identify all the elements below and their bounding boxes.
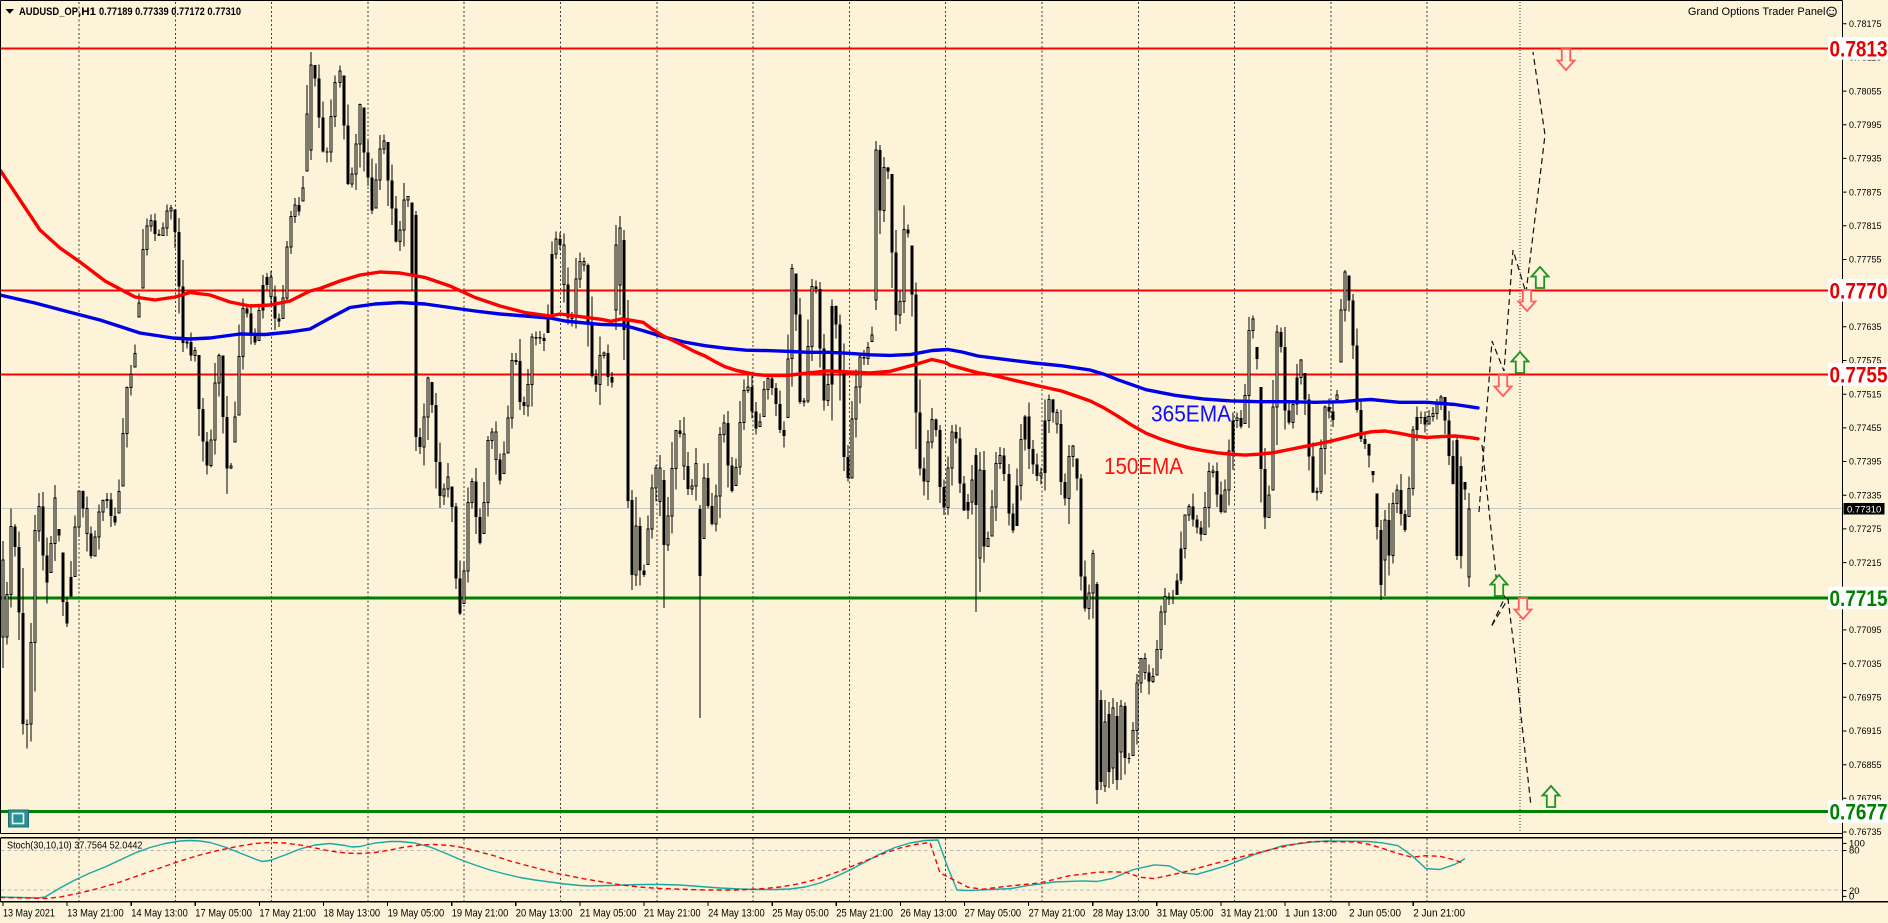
svg-text:27 May 21:00: 27 May 21:00 <box>1029 908 1086 920</box>
svg-text:17 May 21:00: 17 May 21:00 <box>259 908 316 920</box>
svg-text:31 May 05:00: 31 May 05:00 <box>1157 908 1214 920</box>
svg-text:0.7770: 0.7770 <box>1830 278 1888 303</box>
svg-text:1 Jun 13:00: 1 Jun 13:00 <box>1285 908 1337 920</box>
svg-text:,H1: ,H1 <box>78 6 96 18</box>
svg-text:0.77035: 0.77035 <box>1849 659 1882 669</box>
svg-text:0.77875: 0.77875 <box>1849 187 1882 197</box>
svg-text:20 May 13:00: 20 May 13:00 <box>516 908 573 920</box>
svg-text:0.77095: 0.77095 <box>1849 625 1882 635</box>
svg-text:13 May 2021: 13 May 2021 <box>3 908 55 920</box>
svg-text:0.77995: 0.77995 <box>1849 120 1882 130</box>
svg-text:0.77455: 0.77455 <box>1849 423 1882 433</box>
svg-text:0.78055: 0.78055 <box>1849 86 1882 96</box>
svg-text:19 May 05:00: 19 May 05:00 <box>388 908 445 920</box>
svg-text:25 May 05:00: 25 May 05:00 <box>772 908 829 920</box>
svg-text:0.78175: 0.78175 <box>1849 19 1882 29</box>
svg-text:14 May 13:00: 14 May 13:00 <box>131 908 188 920</box>
svg-text:0.7715: 0.7715 <box>1830 586 1888 611</box>
svg-text:0.77189 0.77339 0.77172 0.7731: 0.77189 0.77339 0.77172 0.77310 <box>99 6 241 18</box>
svg-text:13 May 21:00: 13 May 21:00 <box>67 908 124 920</box>
svg-text:0.77275: 0.77275 <box>1849 524 1882 534</box>
svg-text:28 May 13:00: 28 May 13:00 <box>1093 908 1150 920</box>
svg-text:21 May 21:00: 21 May 21:00 <box>644 908 701 920</box>
svg-text:0.7755: 0.7755 <box>1830 363 1888 388</box>
svg-text:0.77215: 0.77215 <box>1849 558 1882 568</box>
svg-text:31 May 21:00: 31 May 21:00 <box>1221 908 1278 920</box>
svg-text:0.77755: 0.77755 <box>1849 255 1882 265</box>
svg-text:0.77935: 0.77935 <box>1849 154 1882 164</box>
svg-text:150EMA: 150EMA <box>1104 453 1184 479</box>
svg-text:0.7813: 0.7813 <box>1830 37 1888 62</box>
svg-text:0.77335: 0.77335 <box>1849 490 1882 500</box>
svg-text:27 May 05:00: 27 May 05:00 <box>965 908 1022 920</box>
svg-text:0: 0 <box>1849 892 1854 903</box>
svg-text:Stoch(30,10,10) 37.7564 52.044: Stoch(30,10,10) 37.7564 52.0442 <box>7 840 143 852</box>
svg-text:0.77310: 0.77310 <box>1847 504 1881 515</box>
svg-text:0.77395: 0.77395 <box>1849 457 1882 467</box>
svg-text:0.76795: 0.76795 <box>1849 794 1882 804</box>
svg-text:17 May 05:00: 17 May 05:00 <box>195 908 252 920</box>
svg-text:25 May 21:00: 25 May 21:00 <box>836 908 893 920</box>
svg-text:21 May 05:00: 21 May 05:00 <box>580 908 637 920</box>
svg-text:Grand Options Trader Panel: Grand Options Trader Panel <box>1688 6 1826 18</box>
svg-text:0.76975: 0.76975 <box>1849 693 1882 703</box>
svg-text:26 May 13:00: 26 May 13:00 <box>900 908 957 920</box>
svg-text:0.7677: 0.7677 <box>1830 800 1888 825</box>
svg-text:2 Jun 05:00: 2 Jun 05:00 <box>1349 908 1401 920</box>
svg-text:AUDUSD_OP: AUDUSD_OP <box>19 6 78 18</box>
svg-text:365EMA: 365EMA <box>1151 401 1232 427</box>
svg-text:80: 80 <box>1849 846 1860 857</box>
svg-text:0.76915: 0.76915 <box>1849 726 1882 736</box>
svg-text:0.77575: 0.77575 <box>1849 356 1882 366</box>
svg-text:0.76735: 0.76735 <box>1849 827 1882 837</box>
svg-text:19 May 21:00: 19 May 21:00 <box>452 908 509 920</box>
svg-text:0.77635: 0.77635 <box>1849 322 1882 332</box>
svg-text:100: 100 <box>1849 839 1865 850</box>
svg-text:0.77815: 0.77815 <box>1849 221 1882 231</box>
svg-text:2 Jun 21:00: 2 Jun 21:00 <box>1413 908 1465 920</box>
svg-text:0.76855: 0.76855 <box>1849 760 1882 770</box>
svg-text:0.77515: 0.77515 <box>1849 389 1882 399</box>
svg-text:18 May 13:00: 18 May 13:00 <box>324 908 381 920</box>
svg-text:24 May 13:00: 24 May 13:00 <box>708 908 765 920</box>
svg-text:20: 20 <box>1849 886 1860 897</box>
